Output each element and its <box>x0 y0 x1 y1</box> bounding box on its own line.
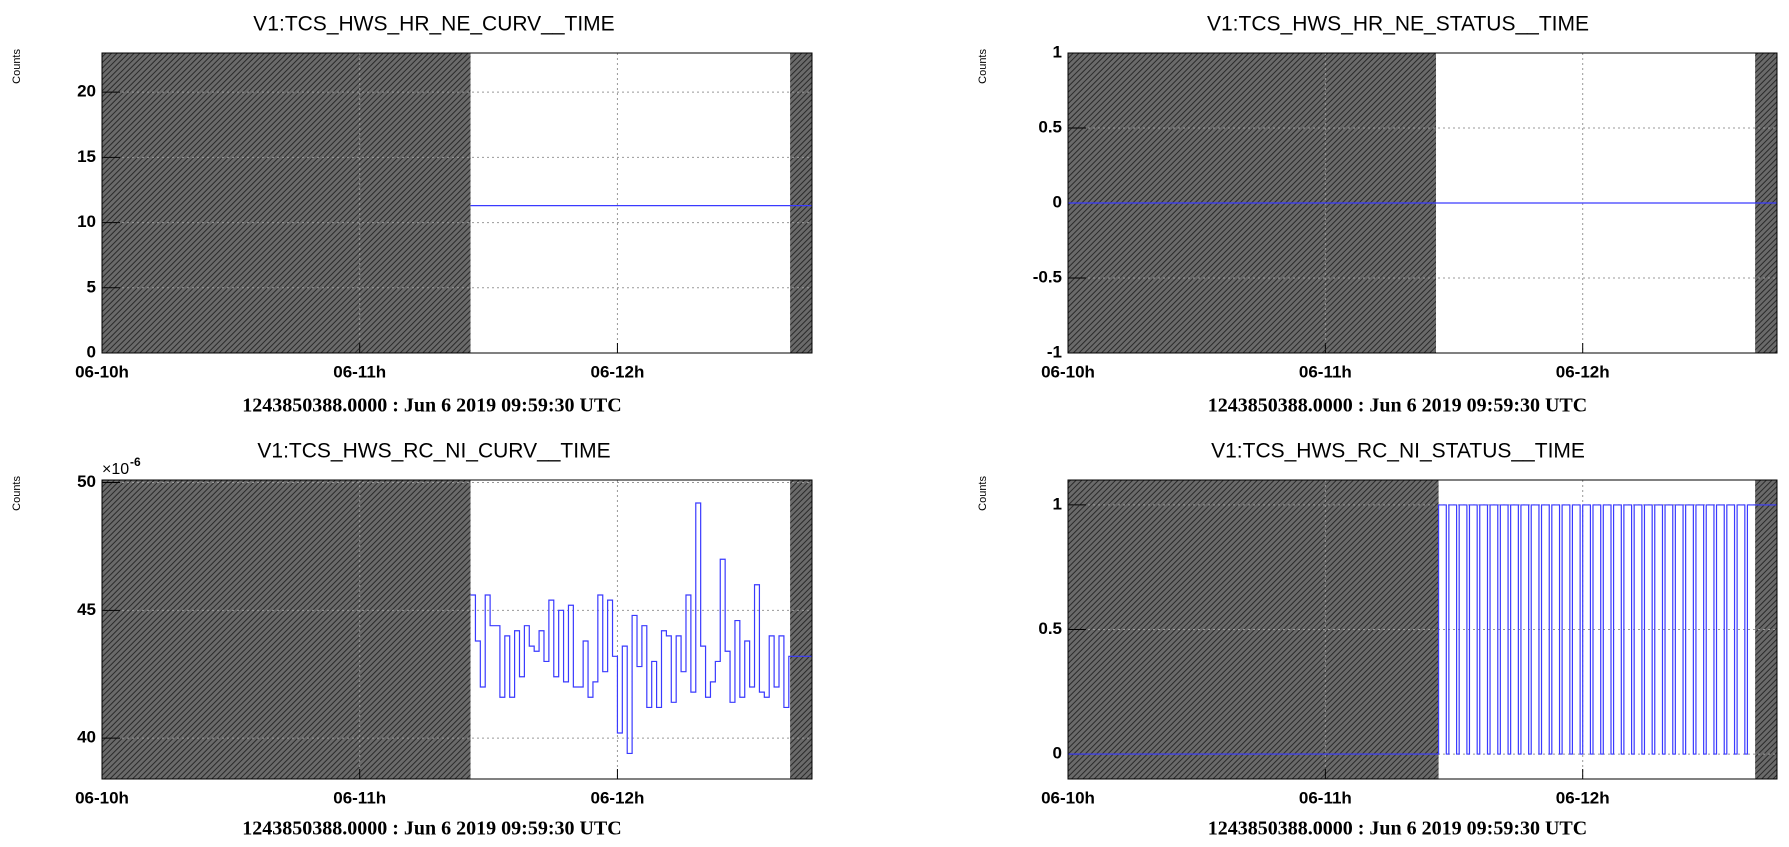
no-data-region <box>790 53 812 353</box>
y-axis-label: Counts <box>977 49 989 84</box>
x-tick-label: 06-10h <box>75 788 129 807</box>
data-line <box>470 502 812 755</box>
data-line <box>1068 504 1777 755</box>
y-tick-label: 20 <box>77 82 96 101</box>
y-multiplier: ×10 <box>102 461 129 478</box>
footer: 1243850388.0000 : Jun 6 2019 09:59:30 UT… <box>1208 818 1587 840</box>
y-tick-label: 40 <box>77 728 96 747</box>
y-tick-label: 0 <box>87 342 96 361</box>
y-tick-label: 0.5 <box>1038 619 1062 638</box>
panel: V1:TCS_HWS_HR_NE_STATUS__TIME Counts 12438… <box>977 13 1778 417</box>
y-axis-label: Counts <box>11 476 23 511</box>
y-tick-label: -0.5 <box>1033 267 1062 286</box>
footer: 1243850388.0000 : Jun 6 2019 09:59:30 UT… <box>1208 395 1587 417</box>
no-data-region <box>790 480 812 779</box>
x-tick-label: 06-10h <box>75 362 129 381</box>
x-tick-label: 06-12h <box>1556 362 1610 381</box>
y-tick-label: 5 <box>87 277 96 296</box>
plot-frame <box>101 479 813 780</box>
y-axis-label: Counts <box>977 476 989 511</box>
no-data-region <box>102 53 471 353</box>
y-axis-label: Counts <box>11 49 23 84</box>
x-tick-label: 06-11h <box>333 788 386 807</box>
x-tick-label: 06-10h <box>1041 362 1095 381</box>
panel-title: V1:TCS_HWS_HR_NE_STATUS__TIME <box>1207 13 1589 36</box>
y-tick-label: 50 <box>77 472 96 491</box>
x-tick-label: 06-11h <box>1299 362 1352 381</box>
y-tick-label: -1 <box>1047 342 1062 361</box>
y-tick-label: 1 <box>1053 494 1062 513</box>
x-tick-label: 06-12h <box>1556 788 1610 807</box>
panel-title: V1:TCS_HWS_RC_NI_STATUS__TIME <box>1211 440 1585 463</box>
x-tick-label: 06-12h <box>590 788 644 807</box>
x-tick-label: 06-12h <box>590 362 644 381</box>
y-tick-label: 1 <box>1053 42 1062 61</box>
x-tick-label: 06-11h <box>333 362 386 381</box>
panel: V1:TCS_HWS_RC_NI_CURV__TIME Counts 1243850… <box>11 440 813 840</box>
footer: 1243850388.0000 : Jun 6 2019 09:59:30 UT… <box>242 818 621 840</box>
y-tick-label: 0 <box>1053 744 1062 763</box>
y-tick-label: 0.5 <box>1038 117 1062 136</box>
y-tick-label: 10 <box>77 212 96 231</box>
y-tick-label: 0 <box>1053 192 1062 211</box>
panel-title: V1:TCS_HWS_HR_NE_CURV__TIME <box>253 13 614 36</box>
plot-frame <box>101 52 813 354</box>
plot-frame <box>1067 52 1778 354</box>
panel-title: V1:TCS_HWS_RC_NI_CURV__TIME <box>257 440 610 463</box>
x-tick-label: 06-10h <box>1041 788 1095 807</box>
y-multiplier-exponent: -6 <box>130 455 141 469</box>
panel: V1:TCS_HWS_RC_NI_STATUS__TIME Counts 12438… <box>977 440 1778 840</box>
y-tick-label: 45 <box>77 600 96 619</box>
panel: V1:TCS_HWS_HR_NE_CURV__TIME Counts 1243850… <box>11 13 813 417</box>
x-tick-label: 06-11h <box>1299 788 1352 807</box>
plot-frame <box>1067 479 1778 780</box>
no-data-region <box>1755 480 1777 779</box>
y-tick-label: 15 <box>77 147 96 166</box>
footer: 1243850388.0000 : Jun 6 2019 09:59:30 UT… <box>242 395 621 417</box>
no-data-region <box>102 480 471 779</box>
